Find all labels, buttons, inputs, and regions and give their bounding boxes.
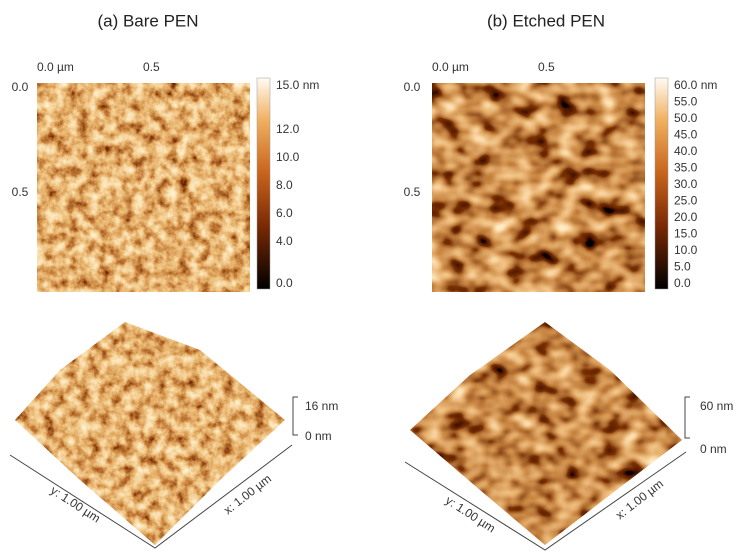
colorbar-label: 10.0	[276, 150, 300, 164]
y-axis-label: 0.5	[404, 185, 421, 199]
colorbar-label: 5.0	[674, 260, 691, 274]
afm-image	[432, 83, 645, 292]
x-axis-label: 0.5	[143, 60, 160, 74]
height-label: 60 nm	[700, 399, 733, 413]
colorbar	[655, 78, 668, 289]
colorbar-label: 45.0	[674, 128, 698, 142]
colorbar-label: 60.0 nm	[674, 78, 717, 92]
colorbar-label: 50.0	[674, 111, 698, 125]
x-axis-label: 0.5	[538, 60, 555, 74]
x-axis-label: 0.0 µm	[432, 60, 469, 74]
colorbar-label: 4.0	[276, 234, 293, 248]
y-axis-label: 0.0	[12, 80, 29, 94]
colorbar-label: 35.0	[674, 161, 698, 175]
colorbar-label: 20.0	[674, 210, 698, 224]
colorbar-label: 10.0	[674, 243, 698, 257]
height-label: 0 nm	[700, 442, 727, 456]
colorbar-label: 12.0	[276, 122, 300, 136]
x-axis-label: 0.0 µm	[37, 60, 74, 74]
colorbar-label: 15.0	[674, 227, 698, 241]
colorbar-label: 30.0	[674, 177, 698, 191]
panel-title: (b) Etched PEN	[487, 11, 605, 30]
height-bracket	[293, 397, 298, 435]
colorbar-label: 40.0	[674, 144, 698, 158]
colorbar-label: 8.0	[276, 178, 293, 192]
colorbar-label: 55.0	[674, 95, 698, 109]
afm-3d-surface	[15, 322, 285, 545]
colorbar-label: 25.0	[674, 194, 698, 208]
colorbar-label: 6.0	[276, 206, 293, 220]
axis-3d-label: y: 1.00 µm	[443, 493, 498, 535]
figure: (a) Bare PEN 0.0 µm 0.5 0.0 0.5 15.0 nm 12.0 10…	[0, 0, 746, 553]
panel-title: (a) Bare PEN	[97, 11, 198, 30]
afm-3d-surface	[410, 322, 682, 545]
colorbar-label: 0.0	[674, 276, 691, 290]
colorbar-label: 0.0	[276, 276, 293, 290]
y-axis-label: 0.5	[12, 185, 29, 199]
afm-image	[37, 83, 250, 292]
y-axis-label: 0.0	[404, 80, 421, 94]
height-label: 16 nm	[305, 399, 338, 413]
height-bracket	[685, 397, 690, 438]
colorbar-label: 15.0 nm	[276, 78, 319, 92]
height-label: 0 nm	[305, 429, 332, 443]
colorbar	[257, 78, 270, 289]
